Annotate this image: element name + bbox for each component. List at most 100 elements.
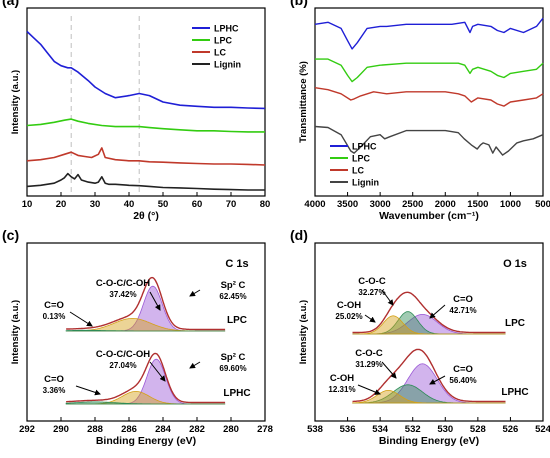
peak-label: C=O <box>44 374 64 385</box>
legend-label: LC <box>352 166 364 176</box>
series-line-lpc <box>26 118 265 133</box>
x-axis-label: Wavenumber (cm⁻¹) <box>379 210 479 222</box>
plot-frame <box>26 242 266 422</box>
annotation-arrow <box>429 375 446 385</box>
sample-label: LPHC <box>223 388 250 399</box>
annotation-arrow <box>364 314 376 323</box>
panel-label: (d) <box>290 227 308 243</box>
component-peak <box>352 315 506 335</box>
peak-value: 12.31% <box>328 385 355 394</box>
peak-label: C=O <box>44 300 64 311</box>
y-axis-label: Intensity (a.u.) <box>298 300 309 364</box>
peak-value: 0.13% <box>43 312 66 321</box>
legend-label: Lignin <box>214 60 241 70</box>
x-tick-label: 30 <box>90 199 101 210</box>
series-line-lignin <box>26 172 265 191</box>
peak-value: 62.45% <box>219 292 246 301</box>
legend-label: LPC <box>352 154 371 164</box>
x-tick-label: 282 <box>189 424 205 435</box>
chart-ftir: 4000 3500 3000 2500 2000 1500 1000 500 Wavenumbe… <box>290 0 550 222</box>
annotation-arrow <box>189 361 201 369</box>
peak-value: 42.71% <box>449 306 476 315</box>
plot-frame <box>314 7 544 197</box>
plot-frame <box>314 242 544 422</box>
peak-value: 37.42% <box>109 290 136 299</box>
x-tick-label: 292 <box>19 424 35 435</box>
x-tick-label: 4000 <box>304 199 325 210</box>
peak-label: C-OH <box>337 300 361 311</box>
component-peak <box>65 401 226 405</box>
x-tick-label: 526 <box>502 424 518 435</box>
peak-label: C=O <box>453 364 473 375</box>
legend-label: LC <box>214 48 226 58</box>
peak-label: Sp² C <box>221 280 246 291</box>
peak-value: 31.29% <box>355 360 382 369</box>
x-tick-label: 532 <box>405 424 421 435</box>
annotation-arrow <box>75 385 101 396</box>
x-tick-label: 280 <box>223 424 239 435</box>
peak-label: C-O-C <box>358 276 386 287</box>
annotation-arrow <box>149 361 166 382</box>
peak-value: 32.27% <box>358 288 385 297</box>
legend-label: LPHC <box>352 142 377 152</box>
spectrum-title: C 1s <box>225 258 248 270</box>
x-tick-label: 1500 <box>467 199 488 210</box>
plot-frame <box>26 7 266 197</box>
panel-label: (c) <box>2 227 19 243</box>
annotation-arrow <box>357 384 381 395</box>
envelope-fit-line <box>66 276 226 331</box>
x-tick-label: 500 <box>535 199 550 210</box>
x-axis-label: 2θ (°) <box>133 210 159 222</box>
x-tick-label: 60 <box>192 199 203 210</box>
envelope-fit-line <box>66 352 226 404</box>
peak-value: 3.36% <box>43 386 66 395</box>
x-tick-label: 524 <box>535 424 550 435</box>
peak-label: C-O-C <box>355 348 383 359</box>
x-tick-label: 528 <box>470 424 486 435</box>
x-tick-label: 538 <box>307 424 323 435</box>
x-tick-label: 278 <box>257 424 273 435</box>
component-peak <box>65 329 226 332</box>
envelope-fit-line <box>352 291 506 334</box>
series-line-lpc <box>315 58 544 83</box>
spectrum-title: O 1s <box>503 258 527 270</box>
series-line-lc <box>314 87 544 107</box>
legend-label: LPC <box>214 36 233 46</box>
x-tick-label: 70 <box>226 199 237 210</box>
annotation-arrow <box>69 311 93 327</box>
x-tick-label: 3000 <box>370 199 391 210</box>
x-tick-label: 536 <box>340 424 356 435</box>
x-tick-label: 3500 <box>337 199 358 210</box>
y-axis-label: Intensity (a.u.) <box>10 300 21 364</box>
annotation-arrow <box>381 361 397 379</box>
annotation-arrow <box>381 289 394 306</box>
legend: LPHC LPC LC Lignin <box>330 142 379 188</box>
x-tick-label: 80 <box>260 199 271 210</box>
x-tick-label: 2500 <box>402 199 423 210</box>
peak-value: 56.40% <box>449 376 476 385</box>
chart-xps-o1s: 538 536 534 532 530 528 526 524 Binding Energy (… <box>290 227 550 447</box>
series-line-lphc <box>314 17 544 50</box>
chart-xrd: 10 20 30 40 50 60 70 80 2θ (°) Intensity (a.u.) (a… <box>2 0 270 222</box>
y-axis-label: Intensity (a.u.) <box>10 70 21 134</box>
peak-label: C-O-C/C-OH <box>96 278 150 289</box>
peak-label: C-O-C/C-OH <box>96 349 150 360</box>
peak-value: 27.04% <box>109 361 136 370</box>
series-line-lc <box>26 147 266 166</box>
sample-label: LPHC <box>501 387 528 398</box>
legend-label: LPHC <box>214 24 239 34</box>
y-axis-label: Transmittance (%) <box>298 61 309 143</box>
peak-label: C=O <box>453 294 473 305</box>
x-axis-label: Binding Energy (eV) <box>96 435 196 447</box>
x-tick-label: 20 <box>56 199 67 210</box>
series-line-lignin <box>314 125 544 156</box>
x-tick-label: 10 <box>22 199 33 210</box>
x-tick-label: 530 <box>437 424 453 435</box>
peak-label: Sp² C <box>221 352 246 363</box>
legend-label: Lignin <box>352 178 379 188</box>
peak-value: 69.60% <box>219 364 246 373</box>
annotation-arrow <box>149 291 161 311</box>
legend: LPHC LPC LC Lignin <box>192 24 241 70</box>
peak-label: C-OH <box>330 373 354 384</box>
